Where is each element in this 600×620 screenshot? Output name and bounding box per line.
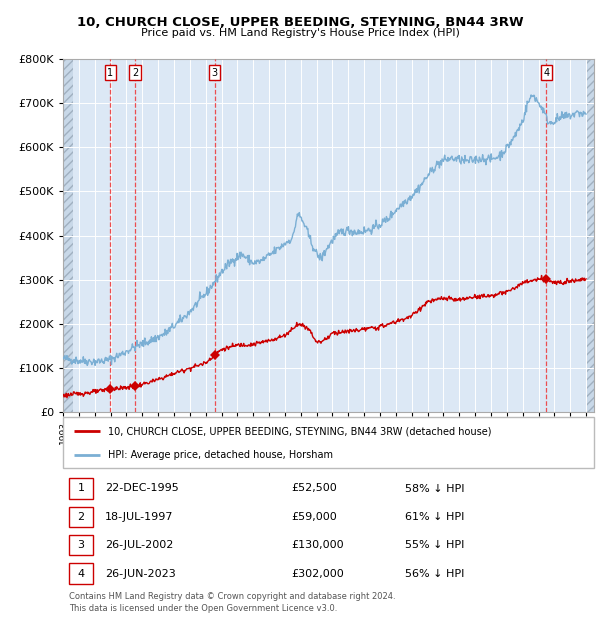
Text: 26-JUN-2023: 26-JUN-2023 (105, 569, 176, 578)
Text: 10, CHURCH CLOSE, UPPER BEEDING, STEYNING, BN44 3RW (detached house): 10, CHURCH CLOSE, UPPER BEEDING, STEYNIN… (108, 427, 491, 436)
Text: 61% ↓ HPI: 61% ↓ HPI (405, 512, 464, 522)
Text: Contains HM Land Registry data © Crown copyright and database right 2024.: Contains HM Land Registry data © Crown c… (69, 592, 395, 601)
Text: £302,000: £302,000 (291, 569, 344, 578)
Text: £130,000: £130,000 (291, 540, 344, 550)
FancyBboxPatch shape (63, 417, 594, 468)
Text: 56% ↓ HPI: 56% ↓ HPI (405, 569, 464, 578)
Text: 58% ↓ HPI: 58% ↓ HPI (405, 484, 464, 494)
Text: 2: 2 (132, 68, 138, 78)
Text: This data is licensed under the Open Government Licence v3.0.: This data is licensed under the Open Gov… (69, 604, 337, 613)
Text: £52,500: £52,500 (291, 484, 337, 494)
Bar (63, 59, 73, 412)
Text: 18-JUL-1997: 18-JUL-1997 (105, 512, 173, 522)
Bar (63, 59, 73, 412)
Text: HPI: Average price, detached house, Horsham: HPI: Average price, detached house, Hors… (108, 450, 333, 461)
Text: Price paid vs. HM Land Registry's House Price Index (HPI): Price paid vs. HM Land Registry's House … (140, 28, 460, 38)
Text: 10, CHURCH CLOSE, UPPER BEEDING, STEYNING, BN44 3RW: 10, CHURCH CLOSE, UPPER BEEDING, STEYNIN… (77, 16, 523, 29)
Text: £59,000: £59,000 (291, 512, 337, 522)
Text: 3: 3 (211, 68, 218, 78)
Text: 1: 1 (77, 484, 85, 494)
Text: 3: 3 (77, 540, 85, 550)
Bar (586, 59, 600, 412)
Text: 55% ↓ HPI: 55% ↓ HPI (405, 540, 464, 550)
Text: 22-DEC-1995: 22-DEC-1995 (105, 484, 179, 494)
Text: 2: 2 (77, 512, 85, 522)
Text: 1: 1 (107, 68, 113, 78)
Bar (586, 59, 600, 412)
Text: 26-JUL-2002: 26-JUL-2002 (105, 540, 173, 550)
Text: 4: 4 (543, 68, 550, 78)
Text: 4: 4 (77, 569, 85, 578)
